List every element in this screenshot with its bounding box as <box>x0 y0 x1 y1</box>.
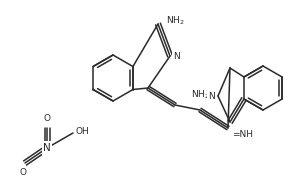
Text: =NH: =NH <box>232 130 253 139</box>
Text: O: O <box>20 168 26 177</box>
Text: N: N <box>208 91 215 100</box>
Text: O: O <box>44 114 51 123</box>
Text: N: N <box>43 143 51 153</box>
Text: OH: OH <box>76 128 90 137</box>
Text: NH$_2$: NH$_2$ <box>191 88 209 101</box>
Text: N: N <box>173 52 180 61</box>
Text: NH$_2$: NH$_2$ <box>166 15 185 27</box>
